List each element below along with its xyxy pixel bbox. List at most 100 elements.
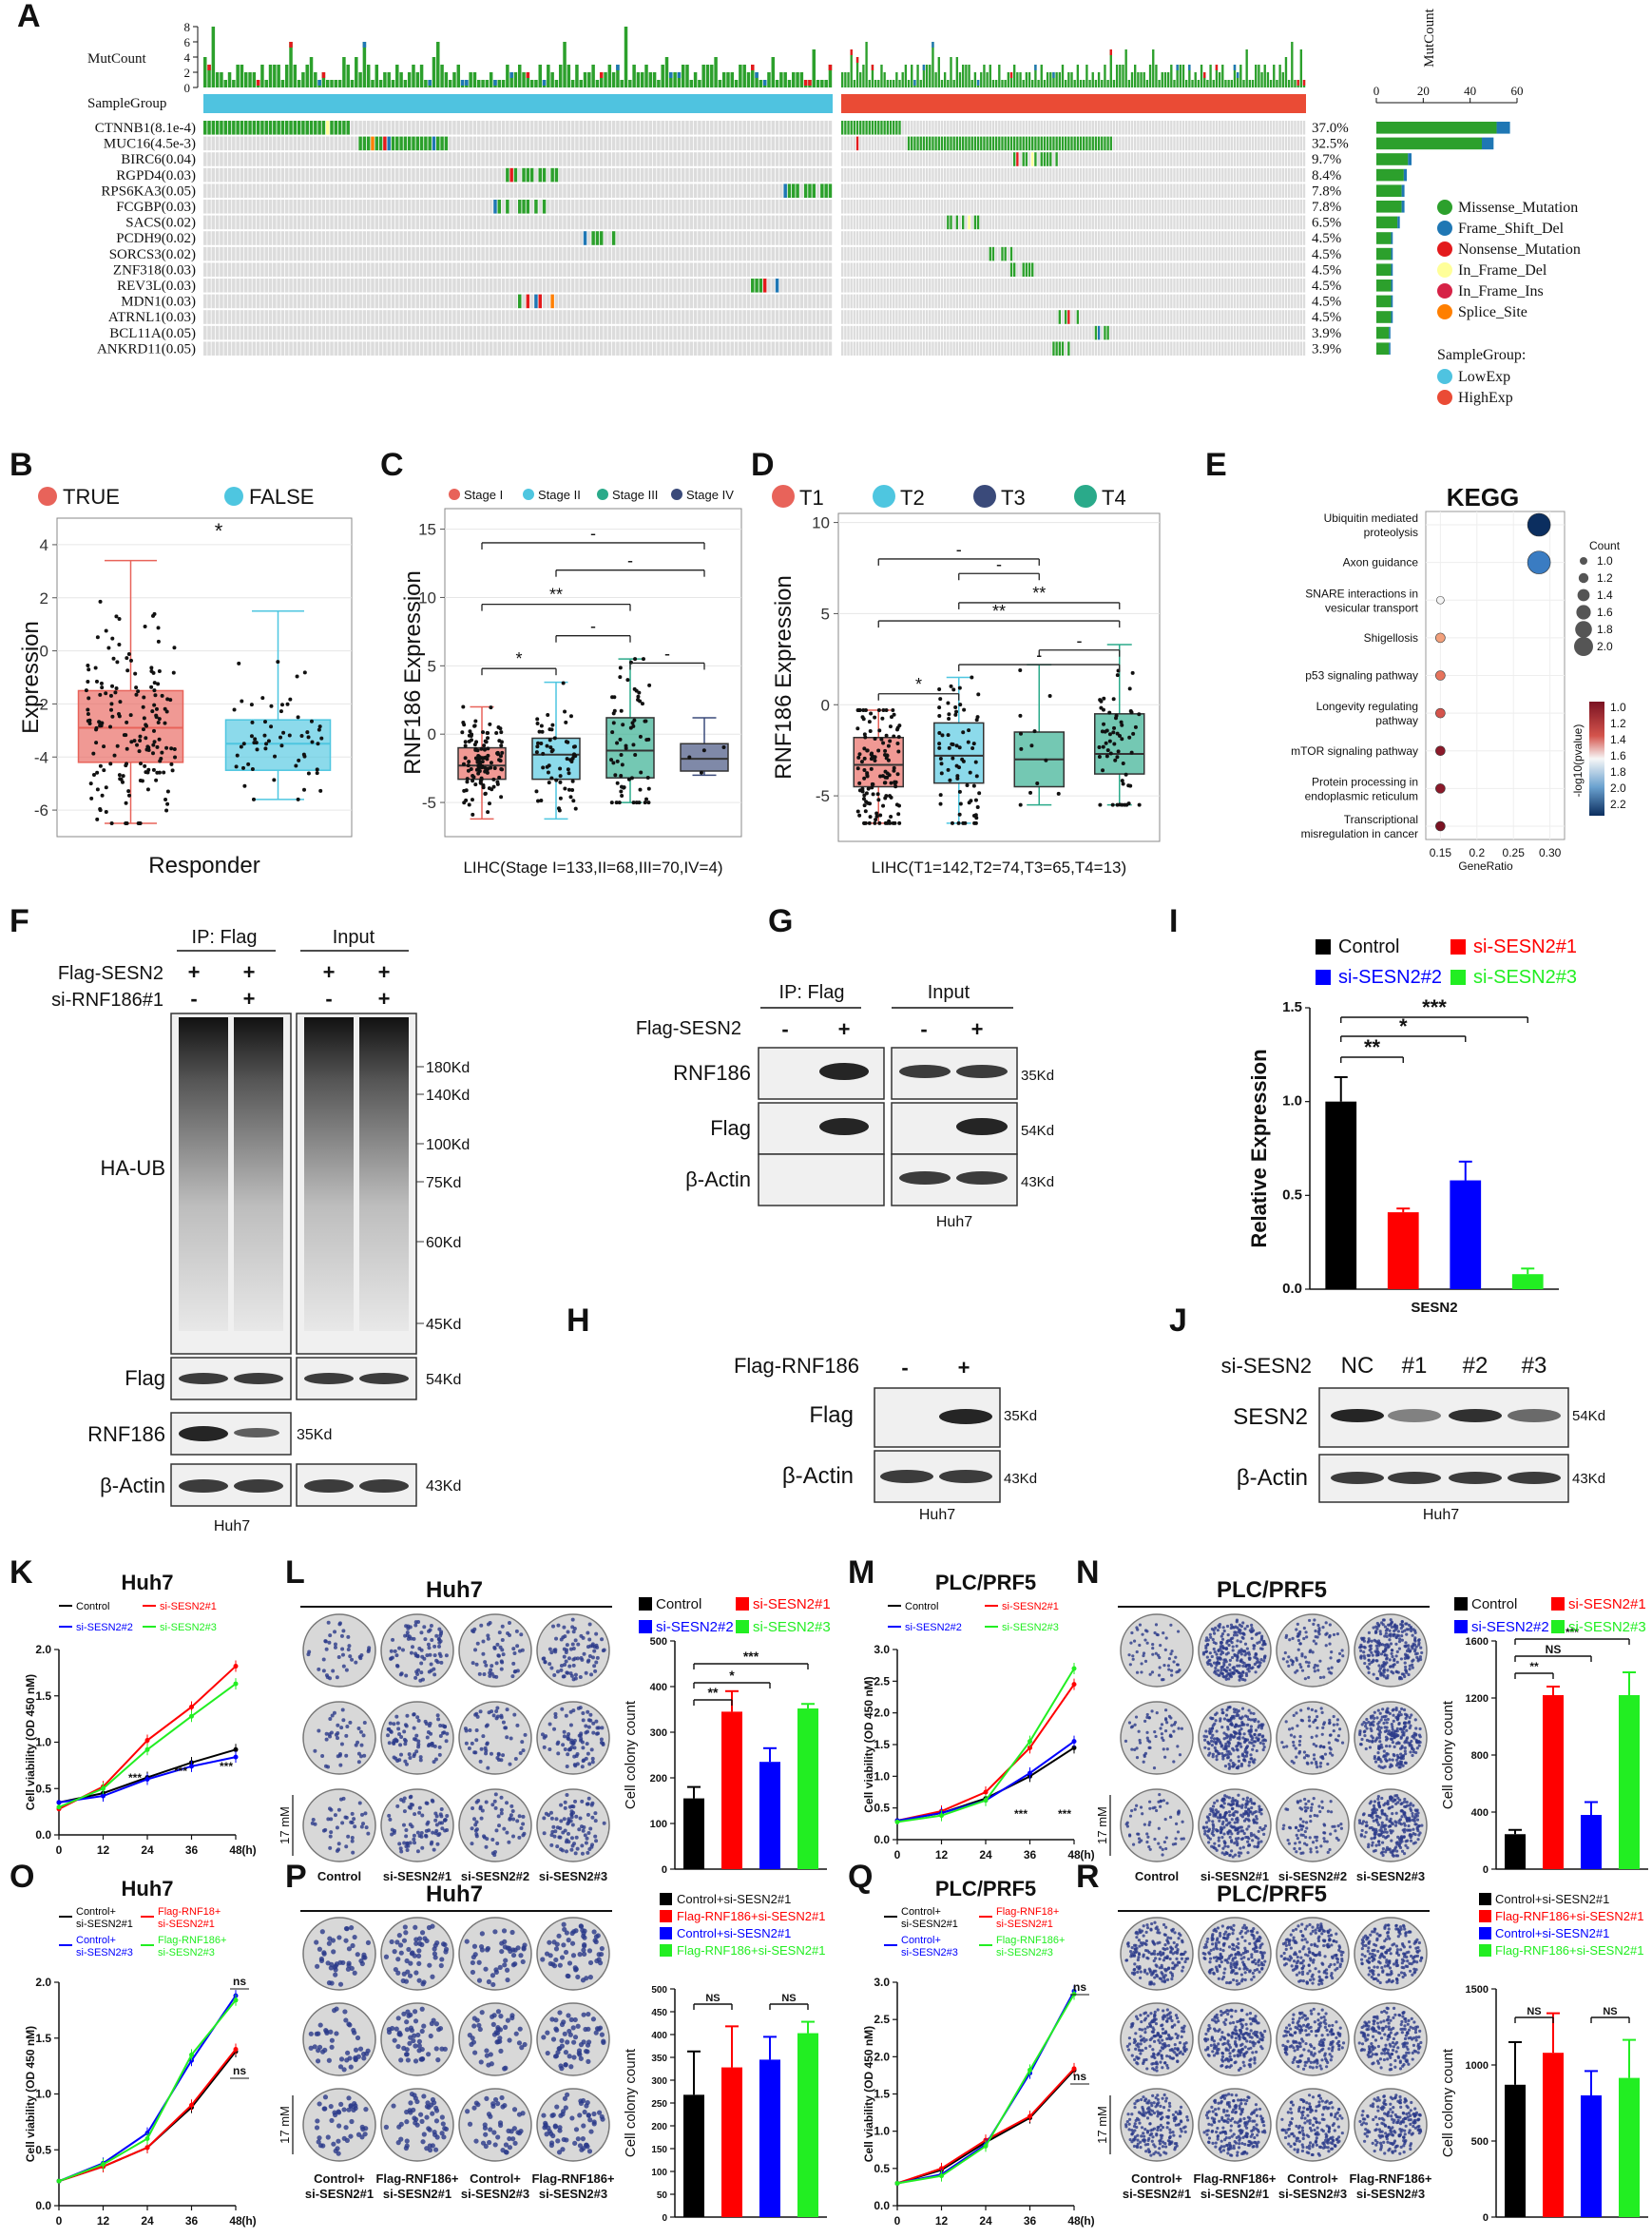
empty-cell — [726, 246, 730, 261]
empty-cell — [742, 167, 746, 183]
empty-cell — [1233, 200, 1237, 214]
empty-cell — [932, 152, 934, 166]
empty-cell — [268, 136, 273, 151]
empty-cell — [1158, 246, 1161, 261]
empty-cell — [387, 121, 391, 135]
empty-cell — [1016, 121, 1019, 135]
empty-cell — [767, 183, 771, 198]
empty-cell — [726, 215, 730, 230]
empty-cell — [1245, 167, 1248, 183]
empty-cell — [1040, 231, 1043, 245]
mutcount-bar-seg — [616, 65, 620, 70]
empty-cell — [710, 136, 714, 151]
empty-cell — [1097, 294, 1101, 309]
empty-cell — [1276, 152, 1278, 166]
empty-cell — [847, 294, 850, 309]
empty-cell — [1124, 183, 1127, 198]
empty-cell — [1145, 136, 1149, 151]
empty-cell — [440, 325, 444, 340]
empty-cell — [399, 246, 403, 261]
empty-cell — [698, 152, 701, 166]
mutation-cell — [880, 121, 883, 135]
empty-cell — [1073, 152, 1076, 166]
empty-cell — [273, 152, 277, 166]
empty-cell — [673, 325, 677, 340]
empty-cell — [1276, 183, 1278, 198]
empty-cell — [677, 262, 682, 277]
empty-cell — [472, 183, 477, 198]
empty-cell — [534, 246, 538, 261]
mutation-cell — [387, 136, 391, 151]
empty-cell — [746, 310, 751, 324]
empty-cell — [616, 215, 620, 230]
empty-cell — [947, 200, 950, 214]
empty-cell — [522, 310, 526, 324]
empty-cell — [1019, 121, 1022, 135]
empty-cell — [701, 215, 705, 230]
empty-cell — [779, 152, 783, 166]
mutcount-bar — [862, 65, 865, 87]
empty-cell — [604, 341, 607, 356]
gene-label: ANKRD11(0.05) — [97, 341, 196, 357]
empty-cell — [1052, 294, 1055, 309]
empty-cell — [232, 231, 236, 245]
mutation-cell — [989, 136, 991, 151]
empty-cell — [1007, 167, 1010, 183]
empty-cell — [664, 152, 669, 166]
empty-cell — [1218, 200, 1221, 214]
mutcount-bar-seg — [803, 80, 808, 86]
empty-cell — [1097, 262, 1101, 277]
empty-cell — [223, 183, 227, 198]
empty-cell — [1064, 246, 1067, 261]
empty-cell — [583, 136, 587, 151]
empty-cell — [342, 200, 346, 214]
empty-cell — [865, 136, 868, 151]
empty-cell — [1297, 262, 1299, 277]
empty-cell — [1012, 200, 1016, 214]
empty-cell — [853, 294, 856, 309]
empty-cell — [1052, 167, 1055, 183]
empty-cell — [1076, 167, 1080, 183]
empty-cell — [330, 215, 334, 230]
empty-cell — [1031, 310, 1034, 324]
empty-cell — [1052, 183, 1055, 198]
empty-cell — [1143, 262, 1145, 277]
empty-cell — [767, 231, 771, 245]
empty-cell — [1055, 325, 1058, 340]
mutation-cell — [260, 121, 264, 135]
empty-cell — [907, 215, 911, 230]
empty-cell — [383, 167, 387, 183]
empty-cell — [207, 231, 211, 245]
empty-cell — [1299, 136, 1303, 151]
empty-cell — [240, 231, 244, 245]
empty-cell — [1097, 246, 1101, 261]
empty-cell — [387, 183, 391, 198]
empty-cell — [892, 294, 895, 309]
empty-cell — [718, 310, 722, 324]
empty-cell — [850, 231, 853, 245]
empty-cell — [1287, 121, 1291, 135]
empty-cell — [677, 121, 682, 135]
empty-cell — [611, 325, 616, 340]
empty-cell — [877, 341, 880, 356]
empty-cell — [824, 246, 828, 261]
panel-letter-M: M — [848, 1554, 874, 1591]
empty-cell — [1052, 200, 1055, 214]
empty-cell — [1085, 183, 1088, 198]
empty-cell — [391, 294, 395, 309]
gene-pct: 32.5% — [1312, 137, 1349, 152]
empty-cell — [664, 121, 669, 135]
empty-cell — [1137, 310, 1140, 324]
mutcount-bar — [1031, 80, 1034, 87]
empty-cell — [1052, 231, 1055, 245]
empty-cell — [1034, 121, 1037, 135]
empty-cell — [1064, 167, 1067, 183]
empty-cell — [477, 341, 481, 356]
mutcount-bar — [886, 80, 890, 87]
mutation-cell — [526, 294, 530, 309]
side-bar-missense — [1376, 295, 1392, 308]
empty-cell — [252, 200, 257, 214]
empty-cell — [403, 341, 408, 356]
empty-cell — [664, 215, 669, 230]
empty-cell — [595, 167, 600, 183]
